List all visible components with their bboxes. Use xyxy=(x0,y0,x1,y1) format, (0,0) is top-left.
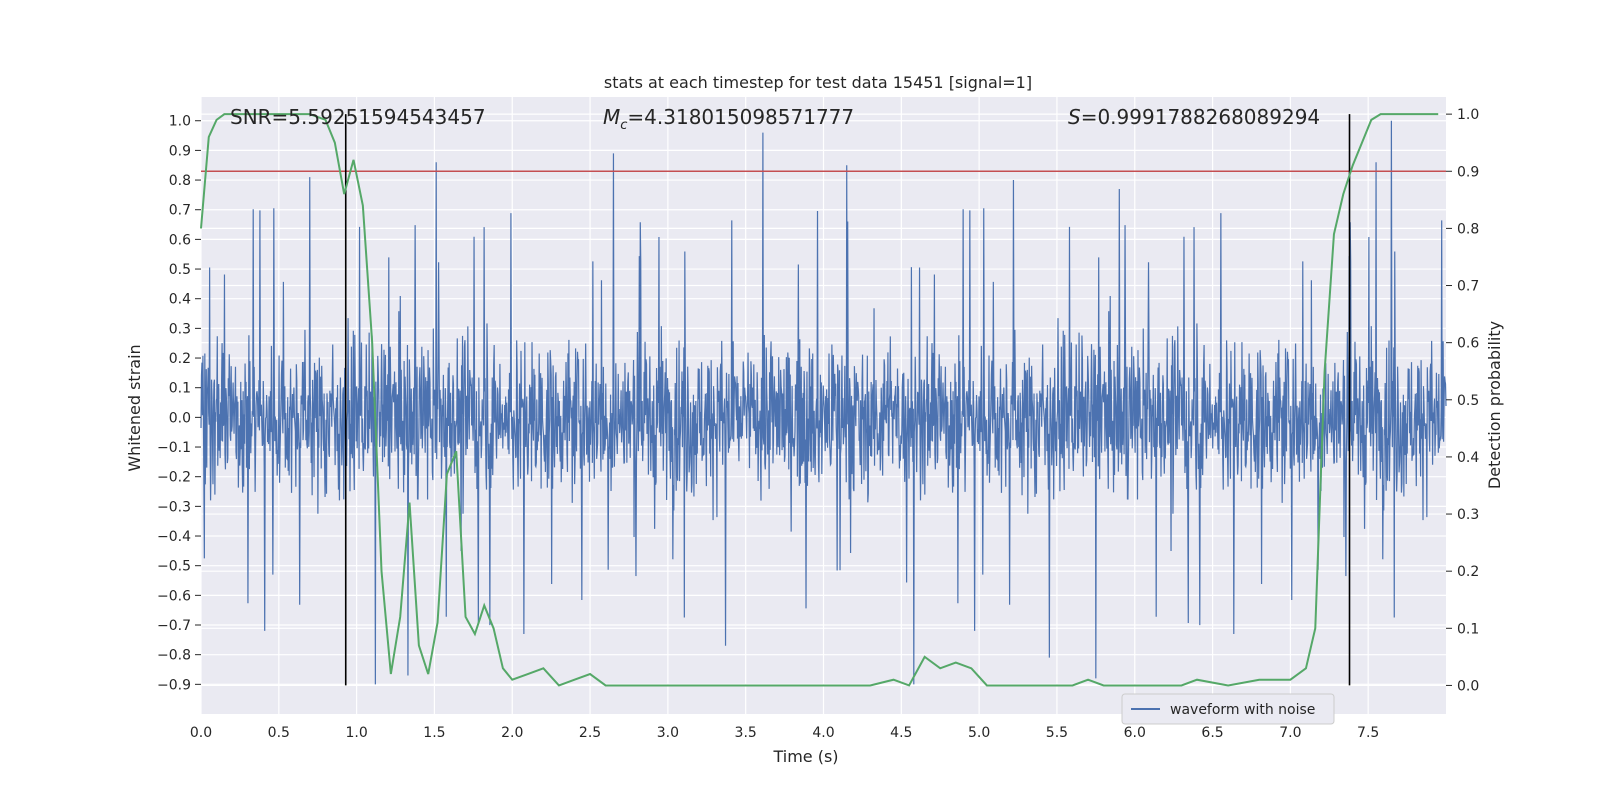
probability-series xyxy=(200,113,1439,687)
x-tick-label: 6.5 xyxy=(1201,725,1223,741)
y-left-tick-label: −0.5 xyxy=(157,559,191,575)
waveform-line xyxy=(200,120,1447,685)
x-tick-label: 1.5 xyxy=(423,725,445,741)
x-tick-label: 2.5 xyxy=(579,725,601,741)
y-left-tick-label: −0.6 xyxy=(157,588,191,604)
y-right-tick-label: 0.6 xyxy=(1457,336,1479,352)
x-tick-label: 6.0 xyxy=(1124,725,1146,741)
x-tick-label: 2.0 xyxy=(501,725,523,741)
y-axis-right-label: Detection probability xyxy=(1485,321,1504,489)
x-tick-label: 5.5 xyxy=(1046,725,1068,741)
y-right-tick-label: 0.2 xyxy=(1457,564,1479,580)
x-tick-label: 7.0 xyxy=(1279,725,1301,741)
waveform-series xyxy=(200,120,1447,685)
x-tick-label: 7.5 xyxy=(1357,725,1379,741)
y-left-tick-label: 0.8 xyxy=(169,173,191,189)
y-right-tick-label: 0.5 xyxy=(1457,393,1479,409)
x-tick-label: 0.5 xyxy=(268,725,290,741)
legend: waveform with noise xyxy=(1121,693,1335,725)
y-right-tick-label: 0.3 xyxy=(1457,507,1479,523)
y-left-tick-label: 0.6 xyxy=(169,232,191,248)
y-left-tick-label: −0.8 xyxy=(157,648,191,664)
y-left-tick-label: −0.2 xyxy=(157,470,191,486)
y-left-tick-label: −0.7 xyxy=(157,618,191,634)
y-left-tick-label: 1.0 xyxy=(169,114,191,130)
y-left-tick-label: 0.4 xyxy=(169,292,191,308)
legend-box xyxy=(1121,693,1335,725)
y-right-tick-label: 0.9 xyxy=(1457,164,1479,180)
y-left-tick-label: 0.0 xyxy=(169,410,191,426)
y-left-tick-label: 0.5 xyxy=(169,262,191,278)
y-right-tick-label: 1.0 xyxy=(1457,107,1479,123)
x-tick-label: 3.0 xyxy=(657,725,679,741)
tick-labels: 0.0 0.5 1.0 1.5 2.0 2.5 3.0 3.5 4.0 4.5 5.0 5.5 6.0 6… xyxy=(157,107,1479,741)
probability-line xyxy=(200,113,1439,687)
x-tick-label: 3.5 xyxy=(735,725,757,741)
legend-label: waveform with noise xyxy=(1170,702,1315,718)
y-left-tick-label: −0.9 xyxy=(157,677,191,693)
y-left-tick-label: 0.7 xyxy=(169,203,191,219)
x-axis-label: Time (s) xyxy=(772,747,838,766)
y-left-tick-label: −0.3 xyxy=(157,499,191,515)
y-axis-left-label: Whitened strain xyxy=(125,344,144,471)
chirp-mass-annotation: Mc=4.318015098571777 xyxy=(603,105,854,133)
y-right-tick-label: 0.7 xyxy=(1457,279,1479,295)
score-annotation: S=0.9991788268089294 xyxy=(1068,105,1320,129)
y-right-tick-label: 0.4 xyxy=(1457,450,1479,466)
vertical-markers xyxy=(344,114,1351,686)
x-tick-label: 0.0 xyxy=(190,725,212,741)
y-right-tick-label: 0.8 xyxy=(1457,221,1479,237)
x-tick-label: 5.0 xyxy=(968,725,990,741)
y-right-tick-label: 0.1 xyxy=(1457,621,1479,637)
y-right-tick-label: 0.0 xyxy=(1457,678,1479,694)
y-left-tick-label: 0.3 xyxy=(169,321,191,337)
y-left-tick-label: −0.1 xyxy=(157,440,191,456)
y-left-tick-label: 0.1 xyxy=(169,381,191,397)
chart-title: stats at each timestep for test data 154… xyxy=(604,73,1032,92)
y-left-tick-label: 0.2 xyxy=(169,351,191,367)
y-left-tick-label: −0.4 xyxy=(157,529,191,545)
y-left-tick-label: 0.9 xyxy=(169,143,191,159)
snr-annotation: SNR=5.59251594543457 xyxy=(230,105,486,129)
x-tick-label: 1.0 xyxy=(345,725,367,741)
x-tick-label: 4.0 xyxy=(812,725,834,741)
x-tick-label: 4.5 xyxy=(890,725,912,741)
